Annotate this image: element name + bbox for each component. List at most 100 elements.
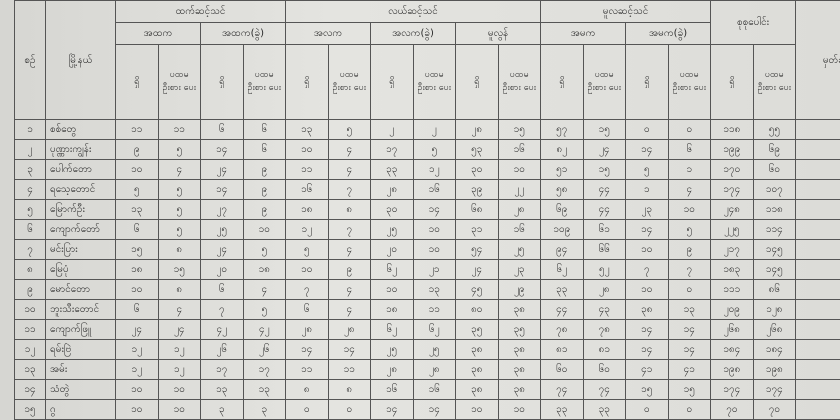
data-cell: ၁၄ (625, 139, 669, 160)
data-cell: ၁၇ (242, 359, 287, 380)
data-cell: ၁၂ (115, 339, 159, 360)
remarks-cell (795, 119, 840, 140)
data-cell: ၆ (115, 299, 159, 320)
data-cell: ၂၃ (625, 199, 669, 220)
data-cell: ၁ (14, 119, 46, 140)
data-cell: ၁ (667, 159, 712, 180)
data-cell: ၇ (327, 179, 372, 200)
data-cell: ၁၀ (115, 399, 159, 420)
column-header: ပထမ ဦးစား ပေး (412, 44, 457, 120)
data-cell: ၄၄ (582, 199, 627, 220)
data-cell: ၆ (200, 119, 244, 140)
data-cell: ၂၁ (412, 259, 457, 280)
data-cell: ၄ (667, 179, 712, 200)
data-cell: ၁၁ (285, 159, 329, 180)
data-cell: ၄၃ (582, 299, 627, 320)
data-cell: ၃၈ (497, 359, 542, 380)
data-cell: ၆၂ (370, 259, 414, 280)
subgroup-header: အမက(ခွဲ) (625, 22, 712, 45)
data-cell: ၀ (327, 399, 372, 420)
remarks-cell (795, 359, 840, 380)
data-cell: ၅ (157, 219, 201, 240)
data-cell: ၈ (157, 239, 201, 260)
table-row: ၅မြောက်ဦး ၁၃၅၂၇၉၁၈၈၃၀ ၁၄ ၆၈ ၂၈ ၆၉ ၄၄ ၂၃ ၁၀ ၂၄၈ ၁၁၈ (14, 199, 840, 220)
data-cell: ၂၃ (497, 259, 542, 280)
data-cell: ၁၄ (667, 319, 712, 340)
data-cell: ၇ (14, 239, 46, 260)
township-cell: မောင်တော (45, 279, 116, 300)
data-cell: ၃၈ (625, 299, 669, 320)
column-header: ရှိ (115, 44, 159, 120)
township-cell: သံတွဲ (45, 379, 116, 400)
column-header: ပထမ ဦးစား ပေး (157, 44, 201, 120)
data-cell: ၁၀ (667, 199, 712, 220)
data-cell: ၁၄ (200, 179, 244, 200)
data-cell: ၃၁ (455, 219, 499, 240)
data-cell: ၁၄ (412, 199, 457, 220)
column-header: ရှိ (285, 44, 329, 120)
data-cell: ၃၅ (455, 319, 499, 340)
data-cell: ၁၀ (157, 379, 201, 400)
data-cell: ၃၈ (455, 359, 499, 380)
data-cell: ၁၂ (14, 339, 46, 360)
data-cell: ၈၀ (455, 299, 499, 320)
data-cell: ၂၈ (327, 319, 372, 340)
subgroup-header: အလက (285, 22, 372, 45)
data-cell: ၁၈ (285, 199, 329, 220)
township-cell: ပေါက်တော (45, 159, 116, 180)
data-cell: ၇ (667, 259, 712, 280)
data-cell: ၁၃ (285, 119, 329, 140)
table-row: ၁၃ အမ်း ၁၂ ၁၂ ၁၇ ၁၇ ၁၁ ၁၁ ၂၈ ၂၈ ၃၈ ၃၈ ၆၀ ၆၀ ၄၁ ၄၁ ၁၉၈ ၁၉၈ (14, 359, 840, 380)
data-cell: ၁၁ (14, 319, 46, 340)
remarks-cell (795, 239, 840, 260)
township-cell: စစ်တွေ (45, 119, 116, 140)
column-header-row: ရှိ ပထမ ဦးစား ပေး ရှိ ပထမ ဦးစား ပေး ရှိ ပထမ ဦ… (15, 44, 840, 120)
data-cell: ၁၄ (285, 339, 329, 360)
township-cell: ကျောက်တော် (45, 219, 116, 240)
data-cell: ၃၉ (455, 179, 499, 200)
data-cell: ၅ (242, 299, 287, 320)
header-cell: မှတ်ချက် (795, 0, 840, 120)
data-cell: ၅၅ (752, 119, 797, 140)
data-cell: ၁၅ (582, 119, 627, 140)
data-cell: ၉၄ (540, 239, 584, 260)
data-cell: ၁၄၅ (752, 239, 797, 260)
data-cell: ၂၀၉ (710, 299, 754, 320)
data-cell: ၁၀ (157, 399, 201, 420)
data-cell: ၁၁၈ (752, 199, 797, 220)
data-cell: ၂၄၈ (710, 199, 754, 220)
data-cell: ၁၆ (412, 179, 457, 200)
township-cell: မြောက်ဦး (45, 199, 116, 220)
data-cell: ၈ (157, 279, 201, 300)
township-cell: ဂွ (45, 399, 116, 420)
data-cell: ၈၂ (540, 139, 584, 160)
data-cell: ၆၀ (582, 359, 627, 380)
data-cell: ၁၂၈ (752, 299, 797, 320)
data-cell: ၂၅ (370, 219, 414, 240)
data-cell: ၇၈ (582, 319, 627, 340)
data-cell: ၁၁ (327, 359, 372, 380)
data-cell: ၇ (200, 299, 244, 320)
data-cell: ၁၄ (370, 399, 414, 420)
data-cell: ၁၆ (370, 379, 414, 400)
table-row: ၁၄ သံတွဲ ၁၀ ၁၀ ၁၃ ၁၃၈၈၁၆ ၁၆ ၃၈ ၃၈ ၇၄ ၇၄ ၁၅ ၁၅ ၁၇၄ ၁၇၄ (14, 379, 840, 400)
data-cell: ၅၃ (455, 139, 499, 160)
data-cell: ၆၈ (455, 199, 499, 220)
township-cell: ကျောက်ဖြူ (45, 319, 116, 340)
table-row: ၉မောင်တော ၁၀၈၆၄၇၄၁၀ ၁၃ ၄၅ ၂၉ ၃၃ ၂၈ ၁၀၀၁၁၁ ၈၆ (14, 279, 840, 300)
data-cell: ၄ (157, 299, 201, 320)
data-cell: ၂ (412, 119, 457, 140)
data-cell: ၉ (667, 239, 712, 260)
data-cell: ၃၈ (497, 379, 542, 400)
township-cell: ရသေ့တောင် (45, 179, 116, 200)
data-cell: ၂၄ (200, 239, 244, 260)
data-cell: ၁၀ (625, 279, 669, 300)
data-cell: ၁၀ (412, 239, 457, 260)
data-cell: ၁၀ (497, 399, 542, 420)
remarks-cell (795, 219, 840, 240)
data-cell: ၁၅ (667, 379, 712, 400)
data-cell: ၄၄ (582, 179, 627, 200)
data-cell: ၂၆၈ (752, 319, 797, 340)
data-cell: ၁၈၄ (710, 339, 754, 360)
